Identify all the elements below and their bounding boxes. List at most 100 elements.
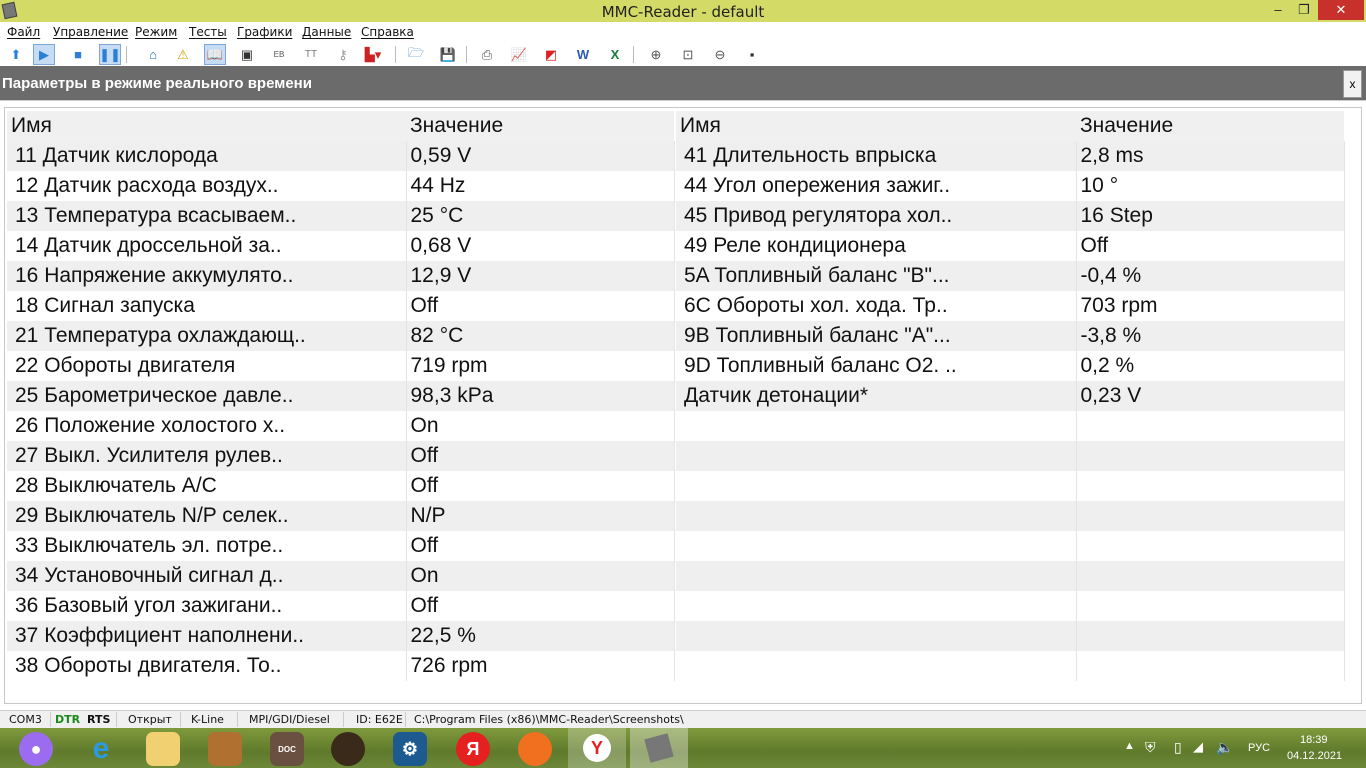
- chart-blocks-icon[interactable]: ▙▾: [364, 46, 382, 62]
- status-port: COM3: [9, 713, 42, 726]
- media-player-icon[interactable]: [208, 732, 242, 766]
- yandex-browser-icon[interactable]: Y: [568, 728, 626, 768]
- file-explorer-icon[interactable]: [146, 732, 180, 766]
- table-row[interactable]: 38 Обороты двигателя. То.. 726 rpm: [7, 651, 675, 681]
- table-row[interactable]: Датчик детонации* 0,23 V: [676, 381, 1345, 411]
- column-header-value[interactable]: Значение: [1076, 111, 1344, 141]
- table-row[interactable]: 9B Топливный баланс "A"... -3,8 %: [676, 321, 1345, 351]
- yandex-icon[interactable]: Я: [456, 732, 490, 766]
- column-header-name[interactable]: Имя: [676, 111, 1076, 141]
- empty-row[interactable]: [676, 441, 1345, 471]
- tray-expand-icon[interactable]: ▲: [1124, 740, 1135, 752]
- book-icon[interactable]: 📖: [204, 44, 226, 65]
- empty-row[interactable]: [676, 561, 1345, 591]
- alice-icon[interactable]: ●: [19, 732, 53, 766]
- table-row[interactable]: 33 Выключатель эл. потре.. Off: [7, 531, 675, 561]
- warning-icon[interactable]: ⚠: [177, 46, 189, 62]
- minimize-button[interactable]: –: [1274, 2, 1282, 17]
- empty-row[interactable]: [676, 411, 1345, 441]
- zoom-out-icon[interactable]: ⊖: [714, 46, 726, 62]
- column-header-name[interactable]: Имя: [7, 111, 406, 141]
- menu-help[interactable]: Справка: [361, 25, 414, 39]
- doc-icon[interactable]: DOC: [270, 732, 304, 766]
- table-row[interactable]: 13 Температура всасываем.. 25 °C: [7, 201, 675, 231]
- table-row[interactable]: 25 Барометрическое давле.. 98,3 kPa: [7, 381, 675, 411]
- clock-date[interactable]: 04.12.2021: [1287, 750, 1343, 762]
- table-row[interactable]: 27 Выкл. Усилителя рулев.. Off: [7, 441, 675, 471]
- menu-file[interactable]: Файл: [7, 25, 41, 39]
- table-row[interactable]: 37 Коэффициент наполнени.. 22,5 %: [7, 621, 675, 651]
- menu-control[interactable]: Управление: [53, 25, 129, 39]
- text-icon[interactable]: TT: [304, 49, 318, 60]
- menu-tests[interactable]: Тесты: [189, 25, 227, 39]
- table-row[interactable]: 6C Обороты хол. хода. Тр.. 703 rpm: [676, 291, 1345, 321]
- battery-icon[interactable]: ▯: [1174, 739, 1182, 755]
- table-row[interactable]: 21 Температура охлаждающ.. 82 °C: [7, 321, 675, 351]
- table-row[interactable]: 28 Выключатель A/C Off: [7, 471, 675, 501]
- table-row[interactable]: 12 Датчик расхода воздух.. 44 Hz: [7, 171, 675, 201]
- home-icon[interactable]: ⌂: [149, 47, 157, 62]
- screenshot-icon[interactable]: ▪: [749, 47, 755, 62]
- security-icon[interactable]: ⛨: [1145, 739, 1156, 755]
- empty-row[interactable]: [676, 501, 1345, 531]
- parameters-grid[interactable]: Имя Значение 11 Датчик кислорода 0,59 V 12…: [4, 107, 1362, 704]
- zoom-fit-icon[interactable]: ⊡: [682, 46, 694, 62]
- folder-open-icon[interactable]: 🗁: [407, 44, 425, 60]
- excel-icon[interactable]: X: [610, 47, 620, 62]
- save-icon[interactable]: 💾: [439, 46, 457, 62]
- maximize-button[interactable]: ❐: [1298, 2, 1310, 17]
- column-header-value[interactable]: Значение: [406, 111, 674, 141]
- empty-row[interactable]: [676, 591, 1345, 621]
- network-icon[interactable]: ◢: [1193, 739, 1203, 754]
- table-row[interactable]: 36 Базовый угол зажигани.. Off: [7, 591, 675, 621]
- hex-icon[interactable]: EB: [273, 50, 285, 59]
- empty-row[interactable]: [676, 621, 1345, 651]
- volume-icon[interactable]: 🔈: [1216, 739, 1234, 755]
- language-indicator[interactable]: РУС: [1248, 742, 1271, 754]
- cell-name: 38 Обороты двигателя. То..: [7, 651, 407, 681]
- firefox-icon[interactable]: [518, 732, 552, 766]
- print-icon[interactable]: ⎙: [481, 46, 493, 62]
- table-row[interactable]: 22 Обороты двигателя 719 rpm: [7, 351, 675, 381]
- table-row[interactable]: 45 Привод регулятора хол.. 16 Step: [676, 201, 1345, 231]
- clock-time[interactable]: 18:39: [1300, 734, 1328, 746]
- stop-icon[interactable]: ■: [74, 47, 82, 62]
- table-row[interactable]: 11 Датчик кислорода 0,59 V: [7, 141, 675, 171]
- word-icon[interactable]: W: [576, 47, 590, 62]
- pdf-icon[interactable]: ◩: [544, 46, 558, 62]
- table-row[interactable]: 26 Положение холостого х.. On: [7, 411, 675, 441]
- table-row[interactable]: 5A Топливный баланс "B"... -0,4 %: [676, 261, 1345, 291]
- pause-icon[interactable]: ❚❚: [99, 44, 121, 65]
- speaker-icon[interactable]: [331, 732, 365, 766]
- table-row[interactable]: 44 Угол опережения зажиг.. 10 °: [676, 171, 1345, 201]
- close-button[interactable]: ✕: [1318, 0, 1364, 20]
- table-row[interactable]: 41 Длительность впрыска 2,8 ms: [676, 141, 1345, 171]
- panel-close-button[interactable]: x: [1343, 70, 1362, 98]
- menu-graphs[interactable]: Графики: [237, 25, 293, 39]
- table-row[interactable]: 9D Топливный баланс O2. .. 0,2 %: [676, 351, 1345, 381]
- empty-row[interactable]: [676, 651, 1345, 681]
- menu-data[interactable]: Данные: [302, 25, 352, 39]
- table-row[interactable]: 16 Напряжение аккумулято.. 12,9 V: [7, 261, 675, 291]
- cell-name: 6C Обороты хол. хода. Тр..: [676, 291, 1077, 321]
- internet-explorer-icon[interactable]: e: [92, 732, 110, 765]
- table-row[interactable]: 18 Сигнал запуска Off: [7, 291, 675, 321]
- status-id: ID: E62E: [356, 713, 403, 726]
- table-row[interactable]: 29 Выключатель N/P селек.. N/P: [7, 501, 675, 531]
- empty-row[interactable]: [676, 531, 1345, 561]
- table-row[interactable]: 14 Датчик дроссельной за.. 0,68 V: [7, 231, 675, 261]
- monitor-icon[interactable]: ▣: [240, 46, 254, 62]
- zoom-in-icon[interactable]: ⊕: [650, 46, 662, 62]
- table-row[interactable]: 49 Реле кондиционера Off: [676, 231, 1345, 261]
- mmc-reader-icon[interactable]: [630, 728, 688, 768]
- chart-export-icon[interactable]: 📈: [510, 46, 528, 62]
- parameters-table-right: Имя Значение 41 Длительность впрыска 2,8 …: [676, 111, 1345, 681]
- key-icon[interactable]: ⚷: [338, 46, 348, 62]
- arrow-up-icon[interactable]: ⬆: [10, 46, 22, 62]
- play-icon[interactable]: ▶: [33, 44, 55, 65]
- menu-mode[interactable]: Режим: [135, 25, 178, 39]
- empty-row[interactable]: [676, 471, 1345, 501]
- cell-value: Off: [406, 291, 675, 321]
- table-row[interactable]: 34 Установочный сигнал д.. On: [7, 561, 675, 591]
- settings-app-icon[interactable]: ⚙: [393, 732, 427, 766]
